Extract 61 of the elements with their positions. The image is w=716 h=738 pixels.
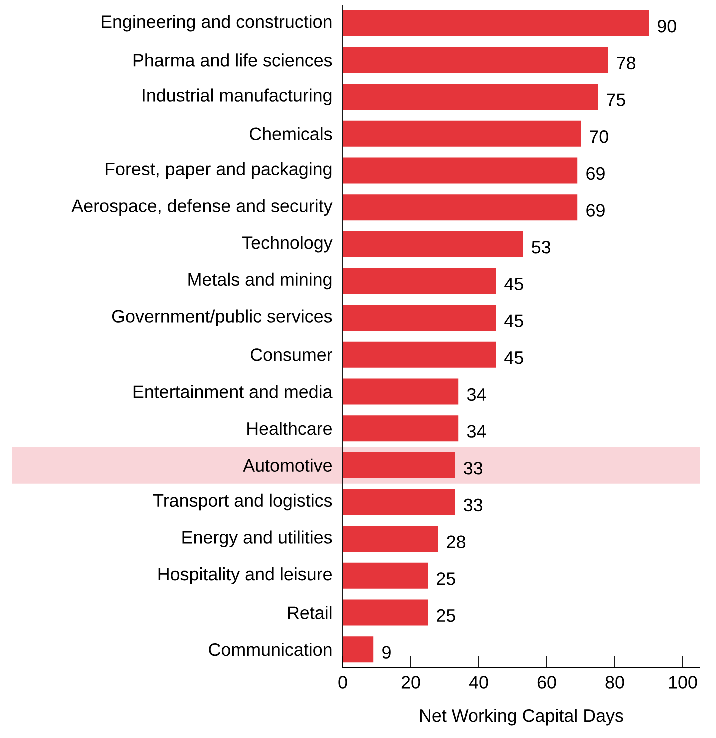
y-tick-label: Government/public services bbox=[112, 310, 332, 326]
bar bbox=[343, 489, 456, 516]
bar bbox=[343, 416, 459, 442]
data-label: 69 bbox=[586, 167, 605, 180]
bar bbox=[343, 120, 582, 147]
bar bbox=[343, 158, 578, 184]
bar bbox=[343, 636, 374, 663]
y-tick-label: Engineering and construction bbox=[102, 15, 332, 32]
x-tick-label: 40 bbox=[469, 676, 488, 689]
data-label: 75 bbox=[607, 94, 626, 106]
y-tick-label: Communication bbox=[209, 643, 332, 656]
data-label: 69 bbox=[586, 204, 605, 217]
y-tick-label: Metals and mining bbox=[188, 272, 332, 290]
bar bbox=[343, 526, 438, 552]
data-label: 45 bbox=[504, 278, 524, 291]
bar bbox=[343, 305, 496, 332]
data-label: 25 bbox=[437, 609, 456, 622]
bar bbox=[343, 10, 650, 36]
data-label: 34 bbox=[467, 388, 486, 402]
data-label: 45 bbox=[504, 352, 524, 364]
data-label: 78 bbox=[617, 56, 636, 70]
y-tick-label: Healthcare bbox=[248, 422, 332, 436]
data-label: 33 bbox=[464, 498, 483, 512]
y-tick-label: Industrial manufacturing bbox=[143, 88, 332, 106]
y-tick-label: Hospitality and leisure bbox=[158, 568, 332, 584]
bar bbox=[343, 47, 608, 74]
y-tick-label: Aerospace, defense and security bbox=[72, 199, 333, 216]
y-tick-label: Energy and utilities bbox=[182, 530, 332, 548]
y-tick-label: Transport and logistics bbox=[153, 494, 332, 511]
bar bbox=[343, 600, 428, 626]
data-label: 9 bbox=[382, 646, 391, 659]
bar bbox=[343, 452, 456, 478]
bar bbox=[343, 194, 578, 221]
y-tick-label: Consumer bbox=[251, 348, 333, 362]
y-tick-label: Technology bbox=[242, 236, 333, 253]
x-tick-label: 0 bbox=[338, 676, 348, 689]
y-tick-label: Automotive bbox=[243, 458, 332, 472]
bar bbox=[343, 378, 459, 405]
data-label: 28 bbox=[447, 536, 466, 548]
data-label: 53 bbox=[532, 241, 551, 254]
bar bbox=[343, 342, 496, 368]
y-tick-label: Pharma and life sciences bbox=[134, 54, 332, 67]
data-label: 90 bbox=[658, 20, 676, 33]
x-tick-label: 20 bbox=[402, 676, 420, 689]
y-tick-label: Forest, paper and packaging bbox=[106, 162, 332, 180]
data-label: 25 bbox=[437, 572, 456, 586]
bar bbox=[343, 562, 428, 589]
x-tick-label: 100 bbox=[669, 676, 698, 689]
x-axis-title: Net Working Capital Days bbox=[420, 709, 624, 726]
bar bbox=[343, 268, 496, 294]
data-label: 70 bbox=[590, 130, 608, 144]
bar bbox=[343, 231, 524, 258]
bar bbox=[343, 84, 598, 110]
y-tick-label: Entertainment and media bbox=[134, 385, 333, 398]
data-label: 34 bbox=[467, 425, 486, 438]
y-tick-label: Retail bbox=[288, 606, 332, 620]
x-tick-label: 80 bbox=[606, 676, 624, 689]
y-tick-label: Chemicals bbox=[250, 127, 332, 140]
data-label: 45 bbox=[504, 314, 524, 328]
data-label: 33 bbox=[464, 462, 483, 475]
x-tick-label: 60 bbox=[538, 676, 556, 689]
